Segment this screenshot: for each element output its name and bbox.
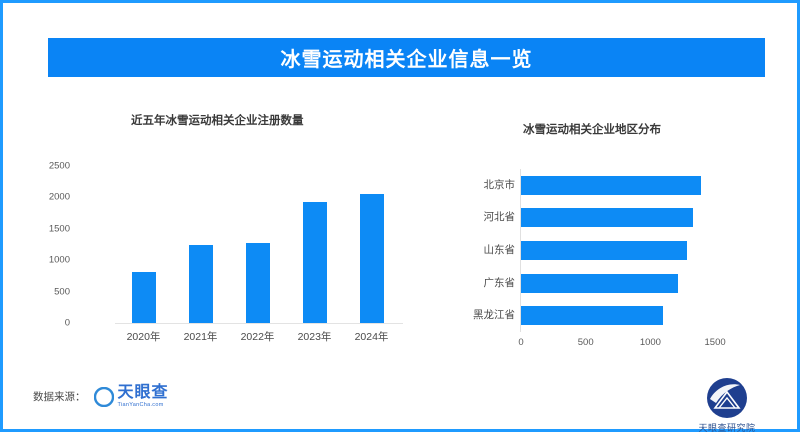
column-bar-slot — [286, 166, 343, 323]
column-chart-ytick: 1500 — [48, 223, 70, 235]
tianyancha-mark-icon — [93, 386, 114, 407]
data-source-label: 数据来源： — [33, 391, 86, 404]
column-chart-xtick: 2023年 — [297, 331, 332, 343]
column-bar-slot — [343, 166, 400, 323]
bar-chart-category-axis: 北京市 河北省 山东省 广东省 黑龙江省 — [443, 169, 515, 332]
column-chart-xtick: 2024年 — [354, 331, 389, 343]
bar-chart-value-axis: 0 500 1000 1500 — [518, 337, 736, 351]
institute-name: 天眼查研究院 — [698, 423, 756, 433]
column-bar[interactable] — [131, 272, 156, 323]
column-chart-ytick: 2000 — [48, 191, 70, 203]
bar-chart-xtick: 0 — [518, 337, 524, 348]
bar-chart-row — [521, 240, 736, 260]
bar-chart-row — [521, 273, 736, 293]
bar-chart-row — [521, 306, 736, 326]
bar-chart-category: 山东省 — [483, 243, 516, 256]
column-chart-ytick: 1000 — [48, 254, 70, 266]
page-title: 冰雪运动相关企业信息一览 — [280, 49, 533, 71]
column-chart-xaxis: 2020年 2021年 2022年 2023年 2024年 — [115, 329, 400, 344]
column-chart-ytick: 0 — [64, 317, 70, 329]
column-bar-slot — [115, 166, 172, 323]
horizontal-bar[interactable] — [521, 306, 663, 326]
title-banner: 冰雪运动相关企业信息一览 — [48, 38, 765, 77]
column-chart-ytick: 2500 — [48, 160, 70, 172]
horizontal-bar[interactable] — [521, 175, 701, 195]
horizontal-bar[interactable] — [521, 208, 693, 228]
bar-chart-xtick: 1000 — [639, 337, 661, 348]
tianyancha-wordmark: 天眼查 TianYanCha.com — [118, 385, 169, 409]
column-bar[interactable] — [188, 245, 213, 323]
column-bar[interactable] — [359, 194, 384, 323]
data-source: 数据来源： 天眼查 TianYanCha.com — [33, 385, 169, 409]
bar-chart-row — [521, 175, 736, 195]
tianyancha-name-en: TianYanCha.com — [117, 402, 164, 408]
bar-chart-row — [521, 208, 736, 228]
tianyancha-logo: 天眼查 TianYanCha.com — [93, 385, 169, 409]
column-chart-title: 近五年冰雪运动相关企业注册数量 — [131, 115, 304, 127]
bar-chart-title: 冰雪运动相关企业地区分布 — [523, 124, 661, 136]
column-bar[interactable] — [302, 202, 327, 323]
column-chart-bars — [115, 166, 400, 323]
horizontal-bar[interactable] — [521, 273, 679, 293]
column-chart-baseline — [115, 323, 403, 324]
bar-chart-bars — [521, 169, 736, 332]
column-chart-xtick: 2021年 — [183, 331, 218, 343]
bar-chart-xtick: 500 — [577, 337, 594, 348]
bar-chart-category: 河北省 — [483, 211, 516, 224]
column-chart-xtick: 2022年 — [240, 331, 275, 343]
bar-chart-category: 广东省 — [483, 276, 516, 289]
column-chart-xtick: 2020年 — [126, 331, 161, 343]
bar-chart-xtick: 1500 — [704, 337, 726, 348]
bar-chart-category: 北京市 — [483, 178, 516, 191]
bar-chart-axis-line — [520, 169, 521, 332]
tianyancha-name-cn: 天眼查 — [117, 384, 169, 401]
institute-mark-icon — [706, 377, 748, 419]
bar-chart-panel: 冰雪运动相关企业地区分布 北京市 河北省 山东省 广东省 黑龙江省 — [443, 113, 773, 363]
column-bar-slot — [172, 166, 229, 323]
bar-chart-category: 黑龙江省 — [473, 309, 515, 322]
institute-logo: 天眼查研究院 — [679, 377, 775, 434]
column-bar-slot — [229, 166, 286, 323]
column-chart-panel: 近五年冰雪运动相关企业注册数量 2500 2000 1500 1000 500 … — [49, 98, 413, 363]
horizontal-bar[interactable] — [521, 240, 688, 260]
column-bar[interactable] — [245, 243, 270, 323]
column-chart-ytick: 500 — [54, 286, 70, 298]
